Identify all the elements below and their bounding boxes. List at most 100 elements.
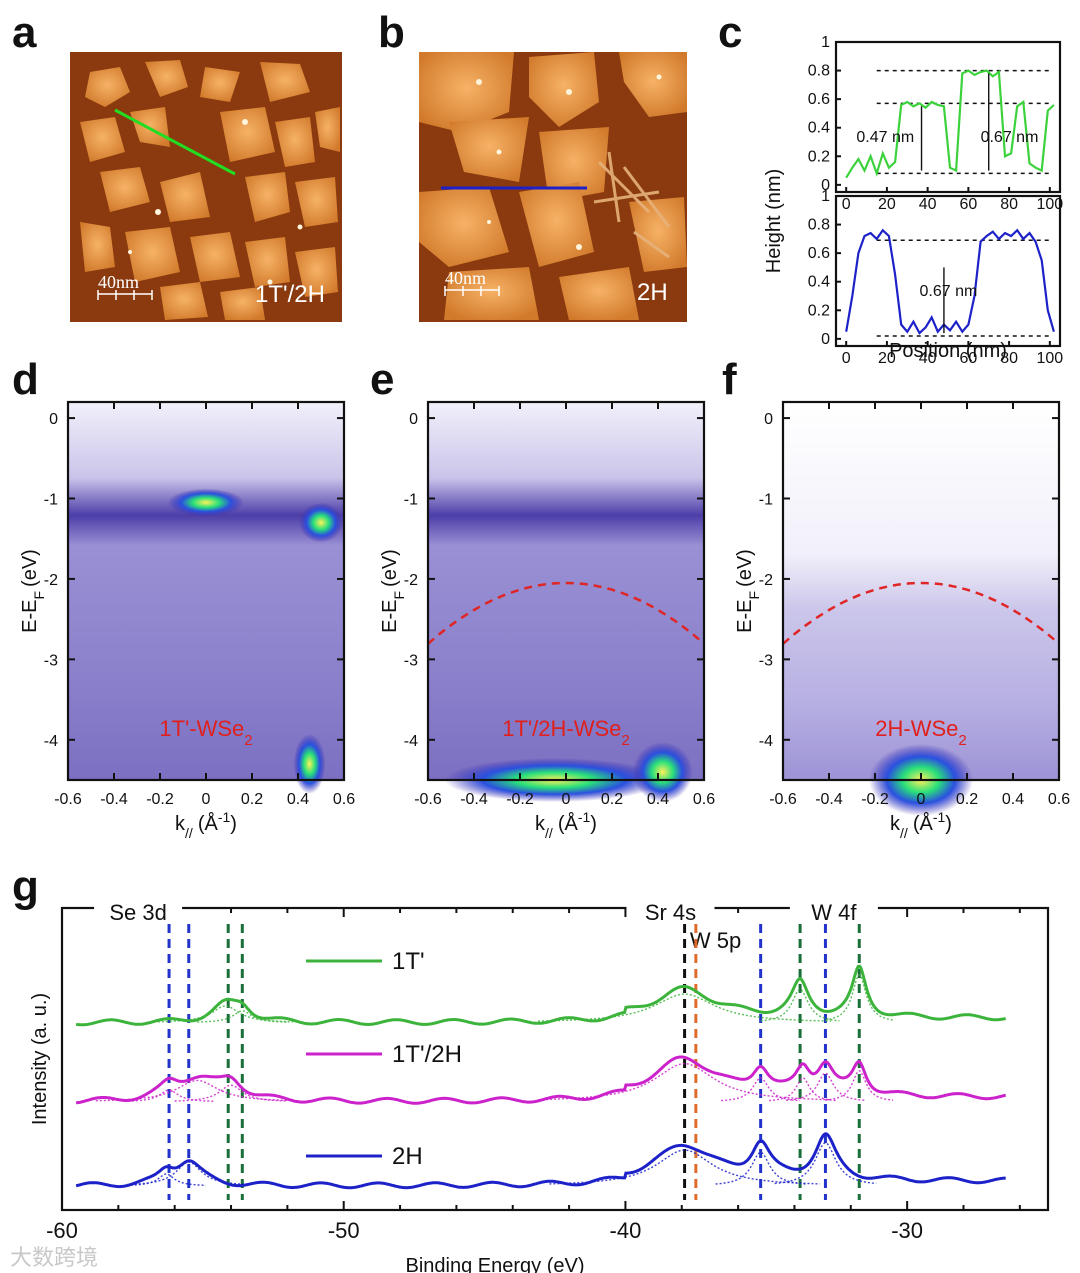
panel-label-f: f xyxy=(722,355,737,404)
c-xtick-label: 0 xyxy=(842,196,851,213)
c-xtick-label: 40 xyxy=(919,350,937,366)
arpes-xtick-label: 0.2 xyxy=(956,791,978,808)
arpes-ytick-label: -1 xyxy=(44,492,58,509)
xps-fit-component xyxy=(825,1070,894,1101)
c-xlabel: Position (nm) xyxy=(889,340,1007,362)
c-ytick-label: 0.4 xyxy=(808,274,830,291)
xps-legend-label: 1T' xyxy=(392,948,425,975)
arpes-xtick-label: -0.2 xyxy=(861,791,889,808)
xps-peak-label-bg xyxy=(789,900,878,926)
arpes-ytick-label: -2 xyxy=(44,572,58,589)
arpes-xtick-label: 0.4 xyxy=(287,791,309,808)
arpes-ytick-label: -3 xyxy=(44,652,58,669)
arpes-phase-label: 2H-WSe2 xyxy=(875,716,966,749)
arpes-xtick-label: -0.2 xyxy=(146,791,174,808)
xps-fit-component xyxy=(174,1084,288,1102)
c-xtick-label: 100 xyxy=(1036,350,1063,366)
c-xtick-label: 100 xyxy=(1036,196,1063,213)
afm-islands xyxy=(80,60,340,320)
arpes-ylabel: E-EF(eV) xyxy=(379,549,407,633)
xps-spectrum-line xyxy=(75,1132,1006,1190)
arpes-ytick-label: -2 xyxy=(759,572,773,589)
xps-fit-component xyxy=(126,1173,206,1186)
xps-fit-component xyxy=(721,1077,801,1102)
arpes-intensity-map xyxy=(783,402,1059,780)
arpes-ytick-label: -4 xyxy=(44,733,58,750)
c-ytick-label: 0.2 xyxy=(808,302,830,319)
panel-label-d: d xyxy=(12,355,39,404)
xps-peak-label-bg xyxy=(626,900,715,926)
afm-image-a: 40nm 1T'/2H xyxy=(70,52,342,322)
c-xtick-label: 20 xyxy=(878,196,896,213)
arpes-xtick-label: 0.4 xyxy=(1002,791,1024,808)
arpes-intensity-map xyxy=(68,402,344,780)
xps-fit-component xyxy=(774,1142,877,1185)
arpes-ytick-label: -4 xyxy=(759,733,773,750)
c-ytick-label: 0.6 xyxy=(808,245,830,262)
c-xtick-label: 20 xyxy=(878,350,896,366)
arpes-ytick-label: 0 xyxy=(764,411,773,428)
c-ytick-label: 0.6 xyxy=(808,91,830,108)
scale-text-b: 40nm xyxy=(445,268,486,288)
afm-islands-b xyxy=(419,52,687,320)
arpes-xtick-label: 0.2 xyxy=(601,791,623,808)
arpes-xtick-label: 0.2 xyxy=(241,791,263,808)
xps-peak-label: W 4f xyxy=(811,900,857,925)
arpes-xtick-label: -0.4 xyxy=(815,791,843,808)
xps-fit-component xyxy=(95,1079,299,1102)
arpes-panel-f: -0.6 -0.4 -0.2 0 0.2 0.4 0.6 0 -1 -2 -3 -4 E-EF(eV) k… xyxy=(734,400,1070,841)
arpes-hotspot xyxy=(168,488,244,517)
c-ytick-label: 0.4 xyxy=(808,120,830,137)
scale-bar-a xyxy=(97,290,153,300)
c-ytick-label: 0.8 xyxy=(808,217,830,234)
afm-phase-label-a: 1T'/2H xyxy=(255,281,325,308)
arpes-ytick-label: -3 xyxy=(404,652,418,669)
arpes-xtick-label: -0.6 xyxy=(769,791,797,808)
arpes-xlabel: k//(Å-1) xyxy=(175,809,237,841)
arpes-hotspot xyxy=(632,741,693,802)
arpes-xtick-label: -0.2 xyxy=(506,791,534,808)
xps-xtick-label: -60 xyxy=(46,1218,78,1243)
arpes-xtick-label: 0.6 xyxy=(693,791,715,808)
arpes-ylabel: E-EF(eV) xyxy=(734,549,762,633)
arpes-phase-label: 1T'/2H-WSe2 xyxy=(502,716,629,749)
xps-fit-component xyxy=(785,1072,865,1101)
c-annotation: 0.67 nm xyxy=(981,129,1039,146)
xps-spectrum-line xyxy=(75,1055,1007,1105)
c-profile-line xyxy=(845,69,1055,179)
arpes-xlabel: k//(Å-1) xyxy=(890,809,952,841)
arpes-ytick-label: -1 xyxy=(404,492,418,509)
c-ytick-label: 0 xyxy=(821,331,830,348)
c-annotation: 0.67 nm xyxy=(919,283,977,300)
c-xtick-label: 0 xyxy=(842,350,851,366)
xps-fit-component xyxy=(760,988,840,1022)
afm-image-b: 40nm 2H xyxy=(419,52,687,322)
arpes-intensity-map xyxy=(428,402,704,780)
arpes-ytick-label: 0 xyxy=(409,411,418,428)
c-xtick-label: 80 xyxy=(1000,196,1018,213)
xps-chart: -60 -50 -40 -30 Binding Energy (eV) Intensity… xyxy=(29,900,1050,1273)
xps-ylabel: Intensity (a. u.) xyxy=(29,993,51,1125)
c-xtick-label: 60 xyxy=(959,196,977,213)
panel-label-a: a xyxy=(12,8,37,57)
arpes-xlabel: k//(Å-1) xyxy=(535,809,597,841)
xps-peak-label-bg xyxy=(94,900,183,926)
arpes-hotspot xyxy=(293,733,326,794)
arpes-xtick-label: -0.6 xyxy=(414,791,442,808)
c-profile-line xyxy=(845,228,1055,335)
xps-fit-component xyxy=(538,1062,832,1101)
xps-peak-label: W 5p xyxy=(690,928,741,953)
arpes-ytick-label: -4 xyxy=(404,733,418,750)
arpes-ytick-label: -3 xyxy=(759,652,773,669)
afm-phase-label-b: 2H xyxy=(637,279,668,306)
band-dispersion-guide xyxy=(427,581,705,645)
arpes-ylabel: E-EF(eV) xyxy=(19,549,47,633)
arpes-xtick-label: -0.4 xyxy=(460,791,488,808)
arpes-xtick-label: 0.4 xyxy=(647,791,669,808)
xps-xtick-label: -40 xyxy=(610,1218,642,1243)
xps-peak-label: Se 3d xyxy=(109,900,167,925)
c-annotation: 0.47 nm xyxy=(856,129,914,146)
